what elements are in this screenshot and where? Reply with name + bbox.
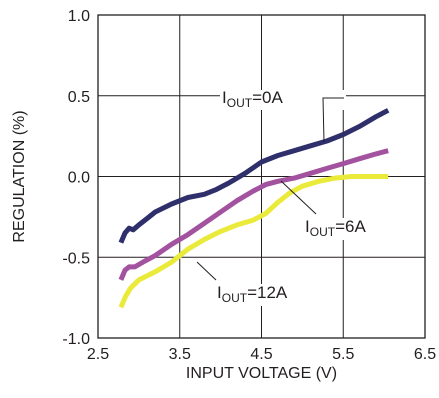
y-tick-label: -0.5 [62, 250, 90, 267]
annotation-leader-1 [280, 180, 317, 215]
series-label-sub: OUT [310, 225, 336, 239]
x-tick-label: 4.5 [250, 346, 272, 363]
series-label-1: IOUT=6A [305, 217, 366, 239]
annotation-backdrop [220, 90, 346, 110]
x-tick-label: 3.5 [169, 346, 191, 363]
annotation-backdrop [215, 284, 312, 306]
annotation-backdrop [303, 218, 394, 240]
x-tick-label: 6.5 [414, 346, 436, 363]
series-label-sub: OUT [227, 96, 253, 110]
series-label-2: IOUT=12A [217, 283, 288, 305]
plot-frame [97, 14, 426, 339]
series-label-main: I [222, 88, 227, 107]
series-label-tail: =12A [247, 283, 288, 302]
series-line-0 [118, 108, 390, 244]
x-tick-label: 2.5 [87, 346, 109, 363]
y-tick-label: 0.5 [68, 89, 90, 106]
series-line-1 [118, 148, 389, 281]
series-label-tail: =6A [335, 217, 366, 236]
series-label-main: I [217, 283, 222, 302]
y-axis-label: REGULATION (%) [11, 110, 28, 242]
y-tick-label: 1.0 [68, 8, 90, 25]
series-line-2 [118, 174, 389, 309]
series-label-tail: =0A [252, 88, 283, 107]
annotation-leader-0 [322, 97, 344, 143]
x-axis-label: INPUT VOLTAGE (V) [186, 365, 337, 382]
series-label-0: IOUT=0A [222, 88, 283, 110]
series-label-main: I [305, 217, 310, 236]
y-tick-label: 0.0 [68, 170, 90, 187]
y-tick-label: -1.0 [62, 331, 90, 348]
series-label-sub: OUT [222, 291, 248, 305]
x-tick-label: 5.5 [332, 346, 354, 363]
annotation-leader-2 [196, 261, 217, 281]
